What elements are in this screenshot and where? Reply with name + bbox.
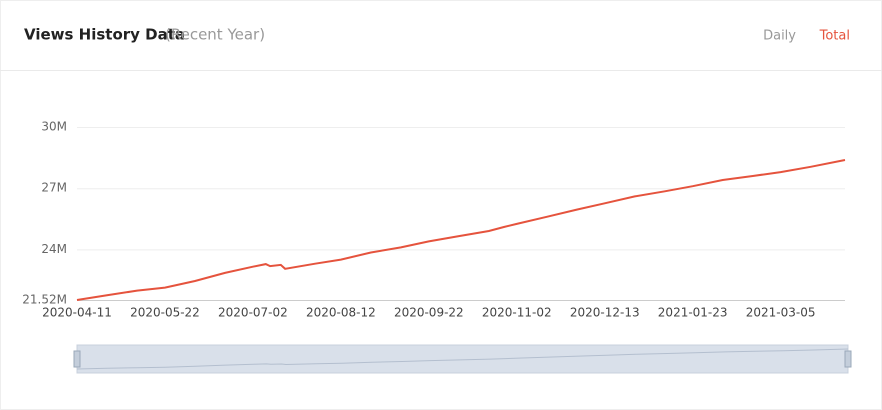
- x-tick-label: 2021-03-05: [746, 306, 816, 320]
- title: Views History Data: [24, 26, 185, 44]
- x-tick-label: 2020-07-02: [218, 306, 288, 320]
- y-tick-label: 24M: [41, 242, 67, 256]
- y-tick-label: 30M: [41, 120, 67, 134]
- x-tick-label: 2020-12-13: [570, 306, 640, 320]
- y-tick-label: 27M: [41, 181, 67, 195]
- x-tick-label: 2020-04-11: [42, 306, 112, 320]
- y-tick-label: 21.52M: [22, 293, 67, 307]
- zoom-preview: [76, 348, 849, 370]
- zoom-handle[interactable]: [73, 350, 81, 368]
- x-tick-label: 2021-01-23: [658, 306, 728, 320]
- subtitle: (Recent Year): [165, 26, 265, 44]
- x-tick-label: 2020-09-22: [394, 306, 464, 320]
- zoom-handle[interactable]: [844, 350, 852, 368]
- x-tick-label: 2020-11-02: [482, 306, 552, 320]
- tab-total[interactable]: Total: [819, 29, 850, 44]
- x-tick-label: 2020-08-12: [306, 306, 376, 320]
- x-tick-label: 2020-05-22: [130, 306, 200, 320]
- series-line: [76, 159, 846, 301]
- tab-daily[interactable]: Daily: [763, 29, 796, 44]
- zoom-track: [76, 344, 849, 374]
